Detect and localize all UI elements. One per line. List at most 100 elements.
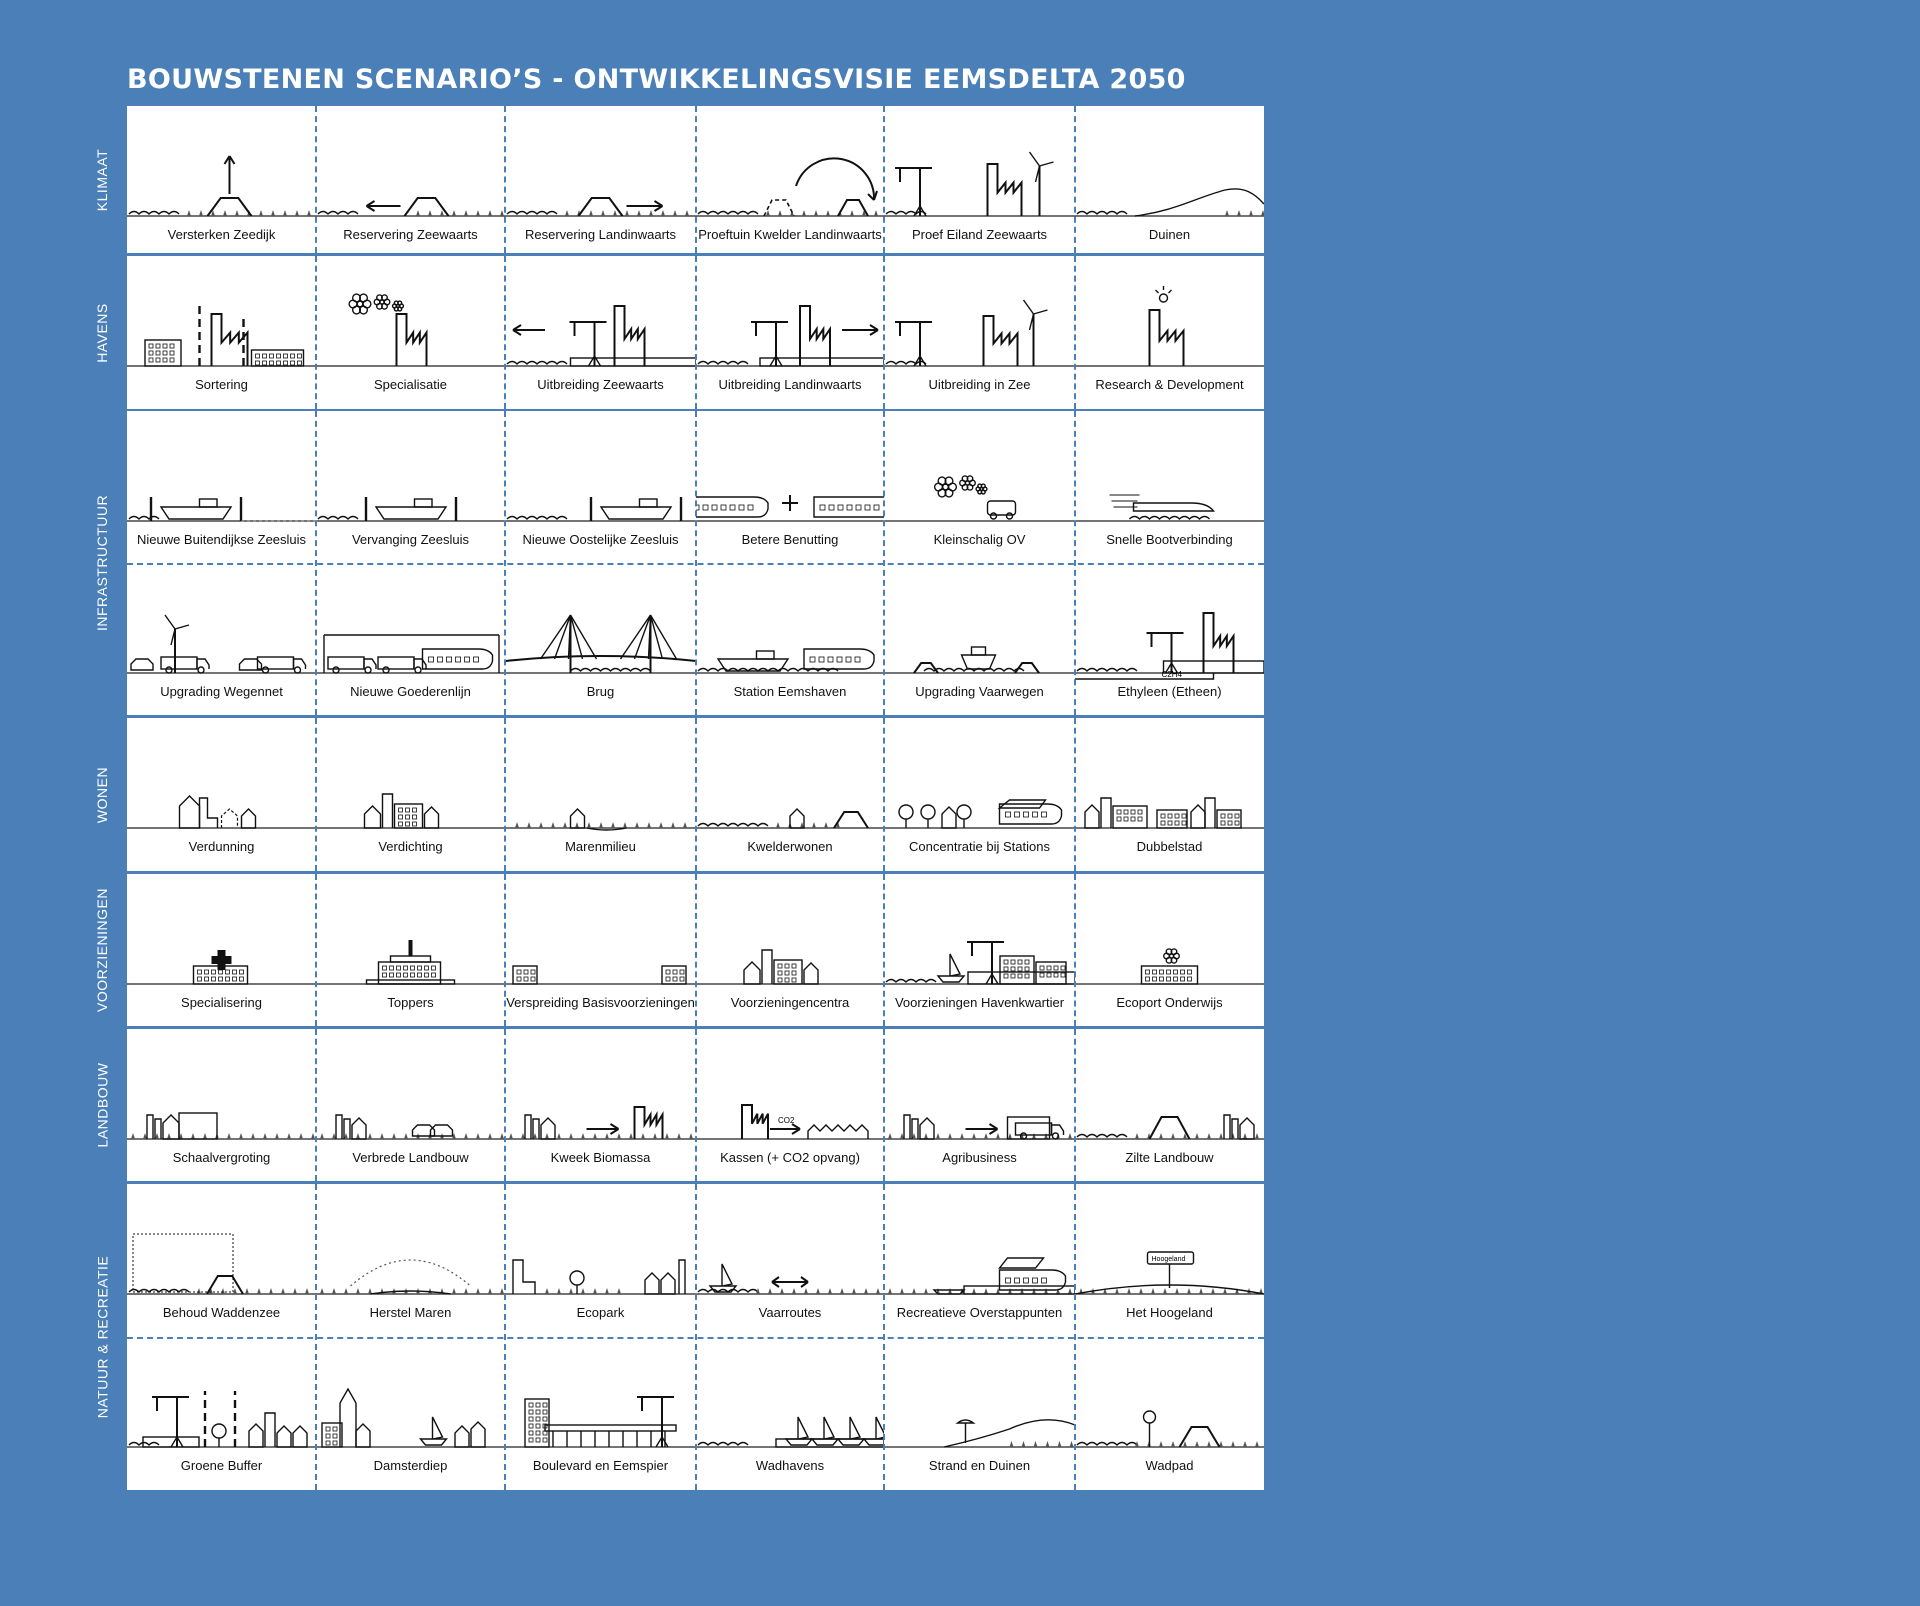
column-separator bbox=[315, 874, 317, 1026]
port-at-sea-icon bbox=[884, 299, 1075, 367]
scenario-label: Strand en Duinen bbox=[928, 1458, 1031, 1473]
column-separator bbox=[504, 874, 506, 1026]
scenario-label: Duinen bbox=[1148, 227, 1191, 242]
category-label: WONEN bbox=[76, 718, 128, 871]
category-label: INFRASTRUCTUUR bbox=[76, 411, 128, 715]
scenario-cell: Hoogeland Het Hoogeland bbox=[1075, 1184, 1264, 1337]
scenario-label: Betere Benutting bbox=[741, 532, 839, 547]
scenario-cell: Specialisatie bbox=[316, 256, 505, 409]
sea-lock-replace-icon bbox=[316, 497, 505, 522]
scenario-cell: Betere Benutting bbox=[696, 411, 884, 563]
category-label-text: INFRASTRUCTUUR bbox=[94, 494, 111, 632]
densification-icon bbox=[316, 793, 505, 829]
column-separator bbox=[1074, 106, 1076, 253]
wadpad-icon bbox=[1075, 1410, 1264, 1448]
category-band: Sortering Specialisatie Uitbreiding Zeewaa… bbox=[127, 256, 1264, 409]
scenario-cell: Verbrede Landbouw bbox=[316, 1029, 505, 1181]
agribusiness-icon bbox=[884, 1114, 1075, 1140]
column-separator bbox=[883, 718, 885, 871]
scenario-cell: Concentratie bij Stations bbox=[884, 718, 1075, 871]
scenario-label: Specialisering bbox=[181, 995, 262, 1010]
page-title: BOUWSTENEN SCENARIO’S - ONTWIKKELINGSVIS… bbox=[127, 64, 1186, 95]
category-band: Schaalvergroting Verbrede Landbouw Kweek B… bbox=[127, 1029, 1264, 1181]
scenario-cell: Toppers bbox=[316, 874, 505, 1026]
thinning-icon bbox=[127, 795, 316, 829]
scenario-cell: Herstel Maren bbox=[316, 1184, 505, 1337]
scenario-cell: Damsterdiep bbox=[316, 1337, 505, 1490]
specialisation-icon bbox=[316, 293, 505, 367]
scenario-label: Boulevard en Eemspier bbox=[532, 1458, 669, 1473]
scenario-label: Agribusiness bbox=[942, 1150, 1017, 1165]
scenario-label: Verdunning bbox=[188, 839, 255, 854]
freight-rail-icon bbox=[316, 634, 505, 674]
column-separator bbox=[883, 1029, 885, 1181]
education-icon bbox=[1075, 948, 1264, 985]
scenario-label: Verbrede Landbouw bbox=[352, 1150, 469, 1165]
scenario-label: Reservering Zeewaarts bbox=[343, 227, 478, 242]
column-separator bbox=[883, 411, 885, 715]
scenario-cell: Recreatieve Overstappunten bbox=[884, 1184, 1075, 1337]
scenario-cell: Proeftuin Kwelder Landinwaarts bbox=[696, 106, 884, 253]
column-separator bbox=[695, 1029, 697, 1181]
scenario-cell: Upgrading Vaarwegen bbox=[884, 563, 1075, 715]
column-separator bbox=[504, 718, 506, 871]
scenario-cell: Kwelderwonen bbox=[696, 718, 884, 871]
column-separator bbox=[1074, 411, 1076, 715]
column-separator bbox=[315, 1029, 317, 1181]
sailing-routes-icon bbox=[696, 1263, 884, 1295]
category-label-text: LANDBOUW bbox=[94, 1062, 110, 1148]
port-landward-icon bbox=[696, 305, 884, 367]
scenario-cell: Kweek Biomassa bbox=[505, 1029, 696, 1181]
scenario-cell: Research & Development bbox=[1075, 256, 1264, 409]
svg-text:Hoogeland: Hoogeland bbox=[1152, 1256, 1186, 1263]
scenario-label: Verdichting bbox=[378, 839, 443, 854]
dike-seaward-icon bbox=[316, 197, 505, 217]
column-separator bbox=[315, 718, 317, 871]
roads-icon bbox=[127, 614, 316, 674]
scenario-label: Kweek Biomassa bbox=[550, 1150, 651, 1165]
port-seaward-icon bbox=[505, 305, 696, 367]
scenario-cell: Reservering Landinwaarts bbox=[505, 106, 696, 253]
scenario-cell: CO2 Kassen (+ CO2 opvang) bbox=[696, 1029, 884, 1181]
column-separator bbox=[315, 106, 317, 253]
scenario-label: Sortering bbox=[195, 377, 248, 392]
signpost-icon: Hoogeland bbox=[1075, 1251, 1264, 1295]
category-label: VOORZIENINGEN bbox=[76, 874, 128, 1026]
scenario-cell: Nieuwe Goederenlijn bbox=[316, 563, 505, 715]
scenario-label: Marenmilieu bbox=[565, 839, 636, 854]
category-label-text: KLIMAAT bbox=[94, 148, 110, 211]
scenario-cell: Behoud Waddenzee bbox=[127, 1184, 316, 1337]
column-separator bbox=[1074, 874, 1076, 1026]
category-band: Behoud Waddenzee Herstel Maren Ecopark Vaar… bbox=[127, 1184, 1264, 1490]
scenario-cell: Schaalvergroting bbox=[127, 1029, 316, 1181]
column-separator bbox=[504, 256, 506, 409]
scenario-cell: Station Eemshaven bbox=[696, 563, 884, 715]
scenario-label: Kwelderwonen bbox=[747, 839, 833, 854]
scenario-label: Reservering Landinwaarts bbox=[524, 227, 677, 242]
research-icon bbox=[1075, 286, 1264, 367]
column-separator bbox=[315, 256, 317, 409]
scenario-label: Ecopark bbox=[576, 1305, 625, 1320]
boulevard-pier-icon bbox=[505, 1396, 696, 1448]
salt-marsh-icon bbox=[696, 157, 884, 217]
column-separator bbox=[1074, 1184, 1076, 1490]
column-separator bbox=[504, 1029, 506, 1181]
pipeline-icon: C2H4 bbox=[1075, 612, 1264, 680]
scenario-label: Het Hoogeland bbox=[1126, 1305, 1213, 1320]
scenario-cell: Ecopark bbox=[505, 1184, 696, 1337]
damsterdiep-icon bbox=[316, 1387, 505, 1448]
scenario-label: Nieuwe Buitendijkse Zeesluis bbox=[136, 532, 307, 547]
scenario-cell: Reservering Zeewaarts bbox=[316, 106, 505, 253]
scenario-label: Snelle Bootverbinding bbox=[1106, 532, 1233, 547]
station-concentration-icon bbox=[884, 799, 1075, 829]
scenario-label: Nieuwe Oostelijke Zeesluis bbox=[522, 532, 679, 547]
scenario-cell: Vervanging Zeesluis bbox=[316, 411, 505, 563]
category-label: KLIMAAT bbox=[76, 106, 128, 253]
beach-dunes-icon bbox=[884, 1419, 1075, 1448]
waterways-icon bbox=[884, 646, 1075, 674]
scenario-cell: C2H4 Ethyleen (Etheen) bbox=[1075, 563, 1264, 715]
column-separator bbox=[883, 256, 885, 409]
scenario-cell: Uitbreiding Zeewaarts bbox=[505, 256, 696, 409]
broad-farming-icon bbox=[316, 1114, 505, 1140]
double-city-icon bbox=[1075, 797, 1264, 829]
